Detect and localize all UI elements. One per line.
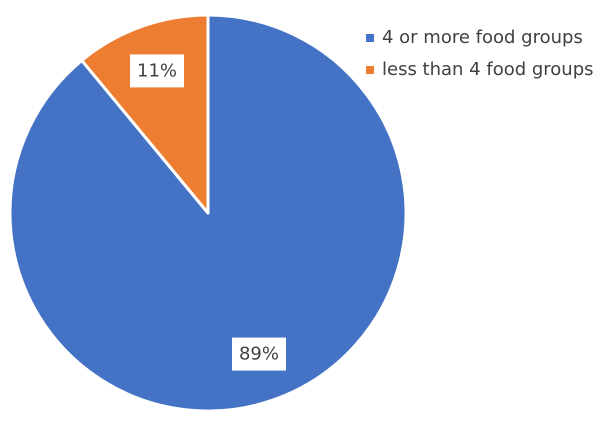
legend-label: 4 or more food groups bbox=[382, 27, 583, 48]
data-label-box bbox=[130, 54, 185, 88]
data-label: 11% bbox=[137, 60, 177, 81]
legend-swatch bbox=[366, 66, 374, 74]
legend-label: less than 4 food groups bbox=[382, 59, 594, 80]
pie-slice bbox=[8, 13, 408, 413]
data-label: 89% bbox=[239, 344, 279, 365]
legend-swatch bbox=[366, 34, 374, 42]
data-label-box bbox=[231, 337, 286, 371]
